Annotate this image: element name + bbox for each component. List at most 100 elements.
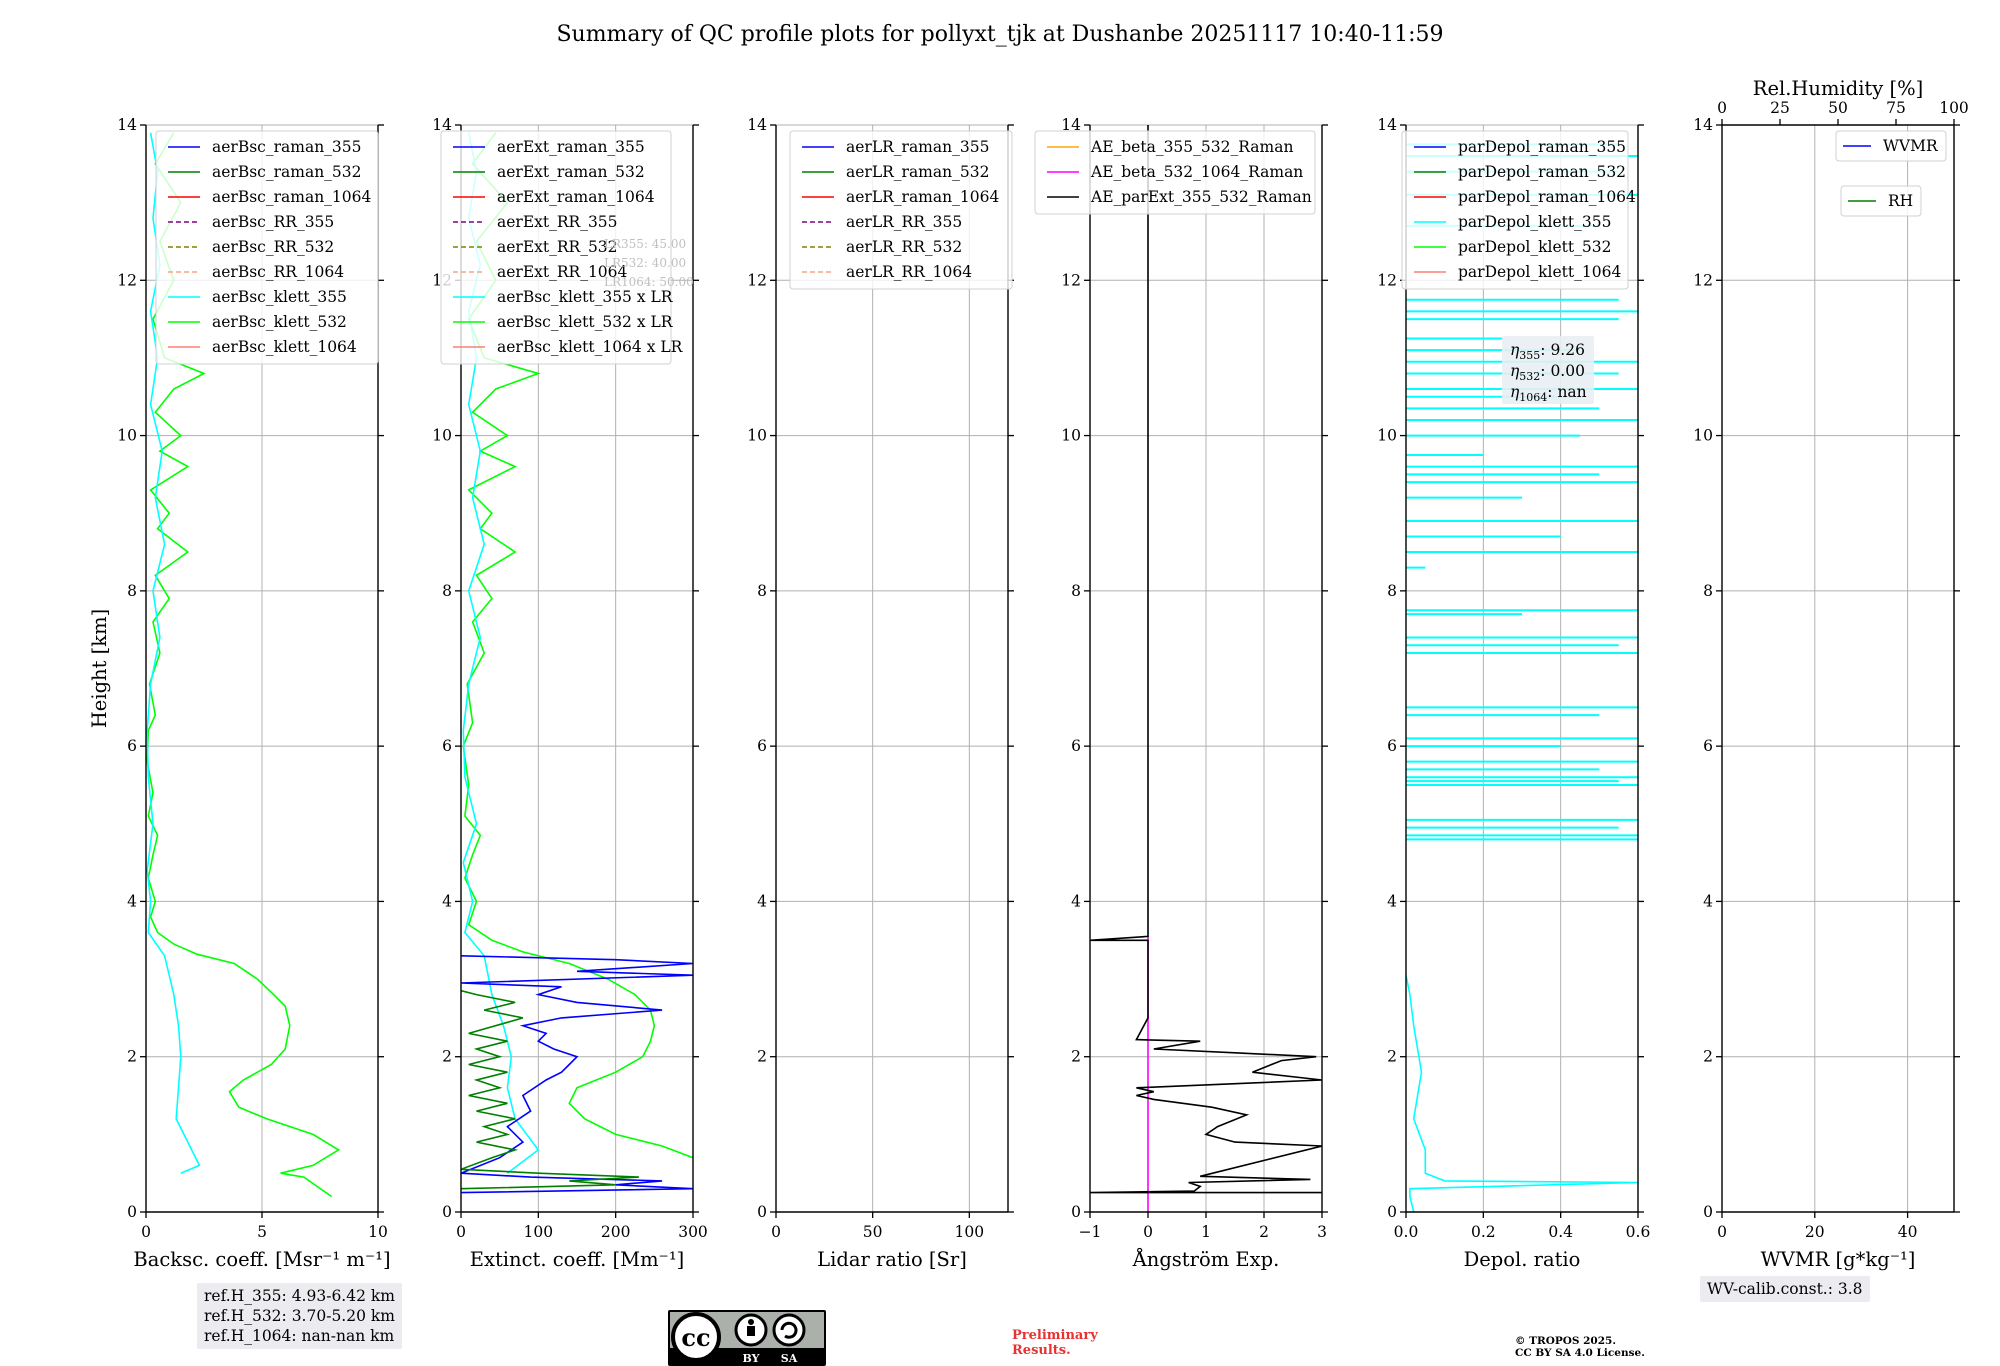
x-tick-label: 50 <box>863 1223 883 1241</box>
x-tick-label: 3 <box>1317 1223 1327 1241</box>
y-tick-label: 2 <box>757 1048 767 1066</box>
legend-wvmr: WVMR <box>1835 130 1947 162</box>
legend-label: parDepol_klett_532 <box>1458 238 1611 256</box>
y-tick-label: 10 <box>1377 427 1397 445</box>
y-tick-label: 14 <box>1377 116 1397 134</box>
lr-faint-labels: LR355: 45.00 LR532: 40.00 LR1064: 50.00 <box>604 237 694 289</box>
y-tick-label: 8 <box>1703 582 1713 600</box>
legend-label: aerLR_RR_1064 <box>846 263 972 281</box>
y-tick-label: 10 <box>1061 427 1081 445</box>
y-axis-label: Height [km] <box>88 609 111 728</box>
y-tick-label: 4 <box>1703 892 1713 910</box>
y-tick-label: 0 <box>1387 1203 1397 1221</box>
cc-by-label: BY <box>743 1352 760 1365</box>
y-tick-label: 2 <box>442 1048 452 1066</box>
refh-info-box: ref.H_355: 4.93-6.42 km ref.H_532: 3.70-… <box>197 1283 402 1349</box>
copyright-note: © TROPOS 2025. CC BY SA 4.0 License. <box>1515 1335 1645 1359</box>
lr-faint-label: LR355: 45.00 <box>604 237 686 251</box>
eta-label: η355: 9.26 <box>1510 341 1585 362</box>
refh-532: ref.H_532: 3.70-5.20 km <box>204 1307 395 1325</box>
legend-label: aerBsc_raman_1064 <box>212 188 372 206</box>
chart-panel-lr: 0 2 4 6 8 10 12 14 0 50 100 Lidar ratio [Sr] aerLR_r… <box>747 116 1014 1271</box>
y-tick-label: 10 <box>1693 427 1713 445</box>
x-tick-label: 0 <box>1717 1223 1727 1241</box>
y-tick-label: 14 <box>117 116 137 134</box>
legend-label: aerBsc_klett_1064 x LR <box>497 338 684 356</box>
series-aerExt_raman_532 <box>461 989 639 1190</box>
preliminary-line-2: Results. <box>1012 1343 1071 1358</box>
y-tick-label: 2 <box>127 1048 137 1066</box>
y-tick-label: 0 <box>1703 1203 1713 1221</box>
legend-label: aerExt_RR_1064 <box>497 263 628 281</box>
legend-label: aerLR_raman_355 <box>846 138 989 156</box>
eta-box-bg <box>1502 336 1594 404</box>
eta-label: η532: 0.00 <box>1510 362 1585 383</box>
x-tick-label: 10 <box>368 1223 388 1241</box>
legend-label: aerBsc_klett_532 x LR <box>497 313 674 331</box>
legend-label: aerExt_raman_532 <box>497 163 645 181</box>
series-parDepol_klett_355 <box>1406 975 1638 1212</box>
refh-1064: ref.H_1064: nan-nan km <box>204 1327 395 1345</box>
series-group <box>1090 125 1322 1212</box>
legend-label: aerExt_RR_532 <box>497 238 618 256</box>
top-x-tick-label: 75 <box>1886 99 1906 117</box>
y-tick-label: 6 <box>442 737 452 755</box>
legend-label: RH <box>1888 192 1913 210</box>
x-tick-label: 0 <box>456 1223 466 1241</box>
lr-faint-label: LR532: 40.00 <box>604 256 686 270</box>
x-tick-label: 100 <box>955 1223 985 1241</box>
x-tick-label: −1 <box>1079 1223 1102 1241</box>
y-tick-label: 12 <box>747 271 767 289</box>
series-group <box>1406 143 1638 1212</box>
x-axis-label: Lidar ratio [Sr] <box>817 1248 967 1271</box>
legend-label: aerBsc_klett_532 <box>212 313 347 331</box>
legend-label: aerBsc_RR_355 <box>212 213 334 231</box>
y-tick-label: 10 <box>432 427 452 445</box>
series-aerExt_raman_355 <box>461 955 693 1194</box>
legend-label: WVMR <box>1883 137 1939 155</box>
y-tick-label: 0 <box>442 1203 452 1221</box>
legend-box <box>789 130 1013 290</box>
y-tick-label: 4 <box>1387 892 1397 910</box>
cc-license-logo: cc BY SA <box>668 1310 826 1366</box>
svg-text:cc: cc <box>681 1323 710 1352</box>
legend-ae: AE_beta_355_532_Raman AE_beta_532_1064_Ra… <box>1034 130 1316 215</box>
legend-label: aerBsc_RR_1064 <box>212 263 344 281</box>
x-tick-label: 0 <box>141 1223 151 1241</box>
legend-label: aerBsc_klett_355 x LR <box>497 288 674 306</box>
y-tick-label: 14 <box>1693 116 1713 134</box>
x-tick-label: 40 <box>1898 1223 1918 1241</box>
y-tick-label: 2 <box>1703 1048 1713 1066</box>
series-aerBsc_klett_355 <box>146 132 201 1174</box>
y-tick-label: 8 <box>757 582 767 600</box>
legend-label: aerLR_raman_1064 <box>846 188 999 206</box>
preliminary-note: Preliminary Results. <box>1012 1328 1098 1358</box>
copyright-line-2: CC BY SA 4.0 License. <box>1515 1347 1645 1359</box>
y-tick-label: 10 <box>117 427 137 445</box>
x-tick-label: 300 <box>678 1223 708 1241</box>
legend-rh: RH <box>1840 185 1922 217</box>
legend-lr: aerLR_raman_355 aerLR_raman_532 aerLR_rama… <box>789 130 1013 290</box>
legend-box <box>1401 130 1629 290</box>
legend-depol: parDepol_raman_355 parDepol_raman_532 parD… <box>1401 130 1636 290</box>
legend-label: AE_parExt_355_532_Raman <box>1090 188 1312 206</box>
legend-label: parDepol_klett_1064 <box>1458 263 1621 281</box>
y-tick-label: 2 <box>1387 1048 1397 1066</box>
y-tick-label: 6 <box>757 737 767 755</box>
legend-label: aerExt_raman_355 <box>497 138 645 156</box>
x-axis-label: Ångström Exp. <box>1132 1246 1280 1271</box>
y-tick-label: 4 <box>757 892 767 910</box>
legend-box <box>155 130 379 365</box>
y-tick-label: 12 <box>1693 271 1713 289</box>
legend-bsc: aerBsc_raman_355 aerBsc_raman_532 aerBsc_r… <box>155 130 379 365</box>
legend-label: aerBsc_RR_532 <box>212 238 334 256</box>
y-tick-label: 6 <box>1703 737 1713 755</box>
y-tick-label: 0 <box>757 1203 767 1221</box>
y-tick-label: 0 <box>1071 1203 1081 1221</box>
x-axis-label: WVMR [g*kg⁻¹] <box>1761 1248 1916 1271</box>
legend-box <box>1034 130 1316 215</box>
x-tick-label: 1 <box>1201 1223 1211 1241</box>
series-AE_parExt_355_532_Raman <box>1090 125 1322 1194</box>
